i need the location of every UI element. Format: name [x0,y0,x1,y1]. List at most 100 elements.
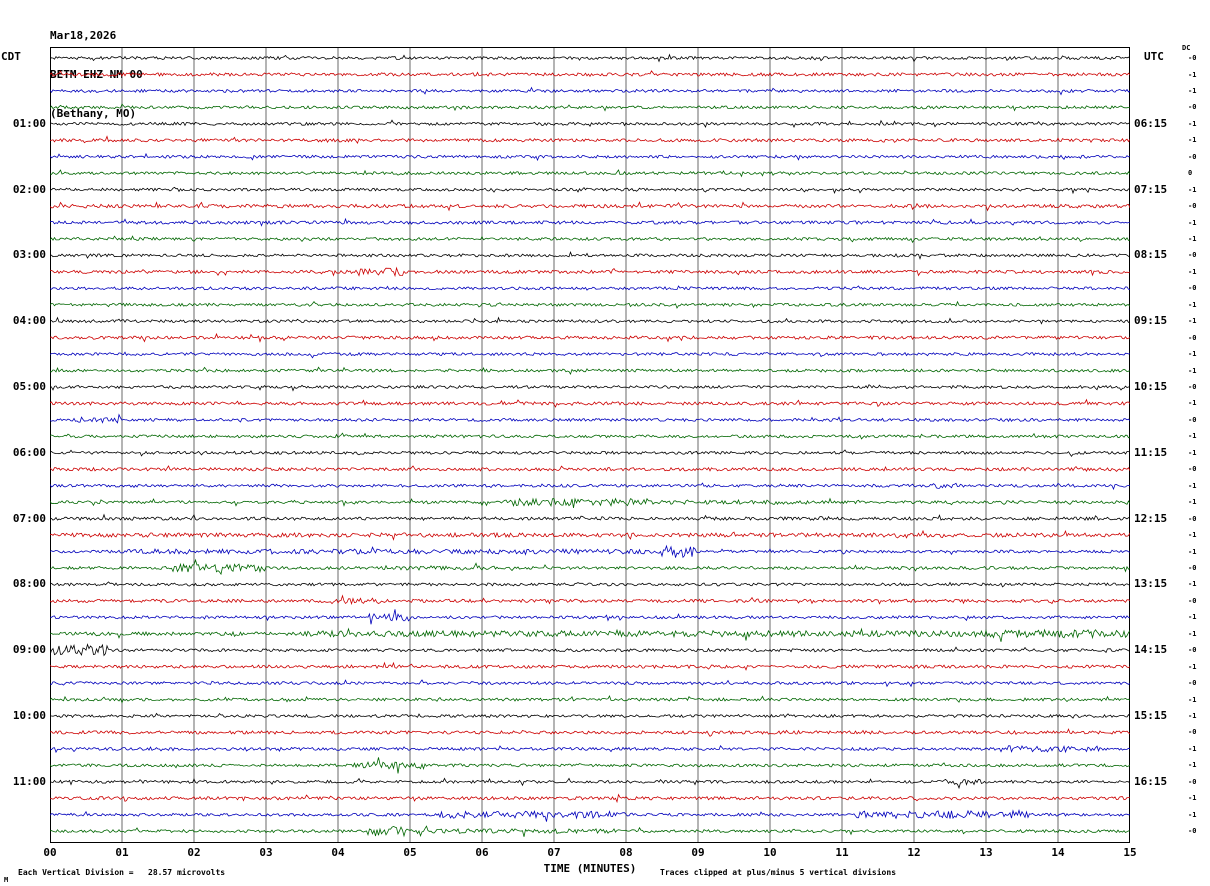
scale-note: Each Vertical Division = 28.57 microvolt… [18,868,226,877]
x-tick-label: 00 [43,846,57,859]
dc-offset-value: -1 [1188,810,1197,819]
clip-note: Traces clipped at plus/minus 5 vertical … [660,868,897,877]
dc-offset-value: -1 [1188,794,1197,803]
seismic-trace [50,695,1130,704]
dc-offset-value: -1 [1188,350,1197,359]
x-tick-label: 04 [331,846,345,859]
left-time-label: 06:00 [12,445,46,459]
right-time-label: 06:15 [1134,116,1168,130]
seismic-trace [50,745,1130,754]
seismic-trace [50,119,1130,128]
dc-offset-value: -0 [1188,465,1197,474]
seismic-trace [50,497,1130,508]
x-tick-label: 03 [259,846,273,859]
x-tick-label: 13 [979,846,993,859]
seismic-trace [50,384,1130,392]
left-time-label: 03:00 [12,248,46,262]
dc-offset-value: -1 [1188,531,1197,539]
seismic-trace [50,366,1130,376]
dc-offset-value: -0 [1188,251,1197,260]
plot-border [50,47,1130,843]
seismic-trace [50,482,1130,491]
seismic-trace [50,558,1130,576]
seismic-trace [50,300,1130,309]
seismic-trace [50,398,1130,408]
left-time-label: 01:00 [12,116,46,130]
left-time-label: 11:00 [12,774,46,788]
title-block: Mar18,2026 BETM EHZ NM 00 (Bethany, MO) [50,3,143,146]
dc-offset-value: -0 [1188,284,1197,293]
dc-offset-value: -1 [1188,300,1197,309]
dc-offset-value: -1 [1188,580,1197,589]
dc-offset-value: -0 [1188,415,1197,424]
right-time-label: 09:15 [1134,314,1168,328]
dc-offset-value: -0 [1188,152,1197,161]
right-time-label: 13:15 [1134,577,1168,591]
x-tick-label: 07 [547,846,561,859]
dc-offset-value: -1 [1188,498,1197,507]
seismic-trace [50,152,1130,162]
seismic-trace [50,712,1130,719]
dc-offset-value: -1 [1188,317,1197,326]
seismogram-plot [50,47,1130,843]
x-tick-label: 05 [403,846,417,859]
seismic-trace [50,465,1130,473]
seismic-trace [50,728,1130,737]
seismic-trace [50,351,1130,359]
seismic-trace [50,529,1130,541]
seismic-trace [50,316,1130,325]
seismic-trace [50,413,1130,424]
dc-offset-value: 0 [1188,169,1193,178]
seismic-trace [50,449,1130,457]
title-date: Mar18,2026 [50,29,117,42]
right-time-label: 14:15 [1134,643,1168,657]
x-tick-label: 08 [619,846,633,859]
seismic-trace [50,103,1130,112]
corner-mark: M [4,876,9,884]
left-time-label: 05:00 [12,380,46,393]
seismic-trace [50,661,1130,671]
dc-offset-value: -1 [1188,695,1197,704]
left-time-label: 10:00 [12,709,46,722]
left-time-label: 02:00 [12,182,46,196]
dc-offset-value: -0 [1188,728,1197,737]
seismic-trace [50,777,1130,790]
seismic-trace [50,266,1130,278]
dc-offset-value: -1 [1188,744,1197,753]
seismic-trace [50,235,1130,244]
dc-offset-value: -0 [1188,827,1197,836]
seismic-trace [50,594,1130,606]
dc-offset-value: -1 [1188,448,1197,457]
seismic-trace [50,544,1130,559]
dc-offset-value: -0 [1188,103,1197,112]
dc-offset-value: -1 [1188,136,1197,145]
dc-offset-value: -1 [1188,86,1197,95]
left-time-label: 08:00 [12,577,46,591]
dc-offset-value: -1 [1188,712,1197,720]
right-time-label: 07:15 [1134,182,1168,196]
right-time-label: 10:15 [1134,380,1168,393]
seismic-trace [50,679,1130,688]
right-time-label: 08:15 [1134,248,1168,262]
dc-offset-value: -1 [1188,234,1197,243]
dc-offset-value: -1 [1188,399,1197,408]
right-timezone-label: UTC [1144,50,1164,63]
seismic-trace [50,609,1130,625]
dc-offset-value: -1 [1188,119,1197,128]
dc-offset-value: -1 [1188,267,1197,276]
dc-offset-value: -1 [1188,761,1197,770]
x-tick-label: 14 [1051,846,1065,859]
dc-offset-value: -0 [1188,679,1197,688]
x-tick-label: 06 [475,846,489,859]
dc-offset-value: -1 [1188,613,1197,622]
dc-offset-value: -1 [1188,547,1197,556]
dc-offset-value: -1 [1188,432,1197,441]
dc-offset-value: -0 [1188,564,1197,572]
seismic-trace [50,757,1130,774]
dc-offset-value: -1 [1188,662,1197,671]
dc-offset-value: -0 [1188,383,1197,391]
seismic-trace [50,70,1130,78]
dc-offset-value: -1 [1188,481,1197,490]
seismic-trace [50,825,1130,838]
